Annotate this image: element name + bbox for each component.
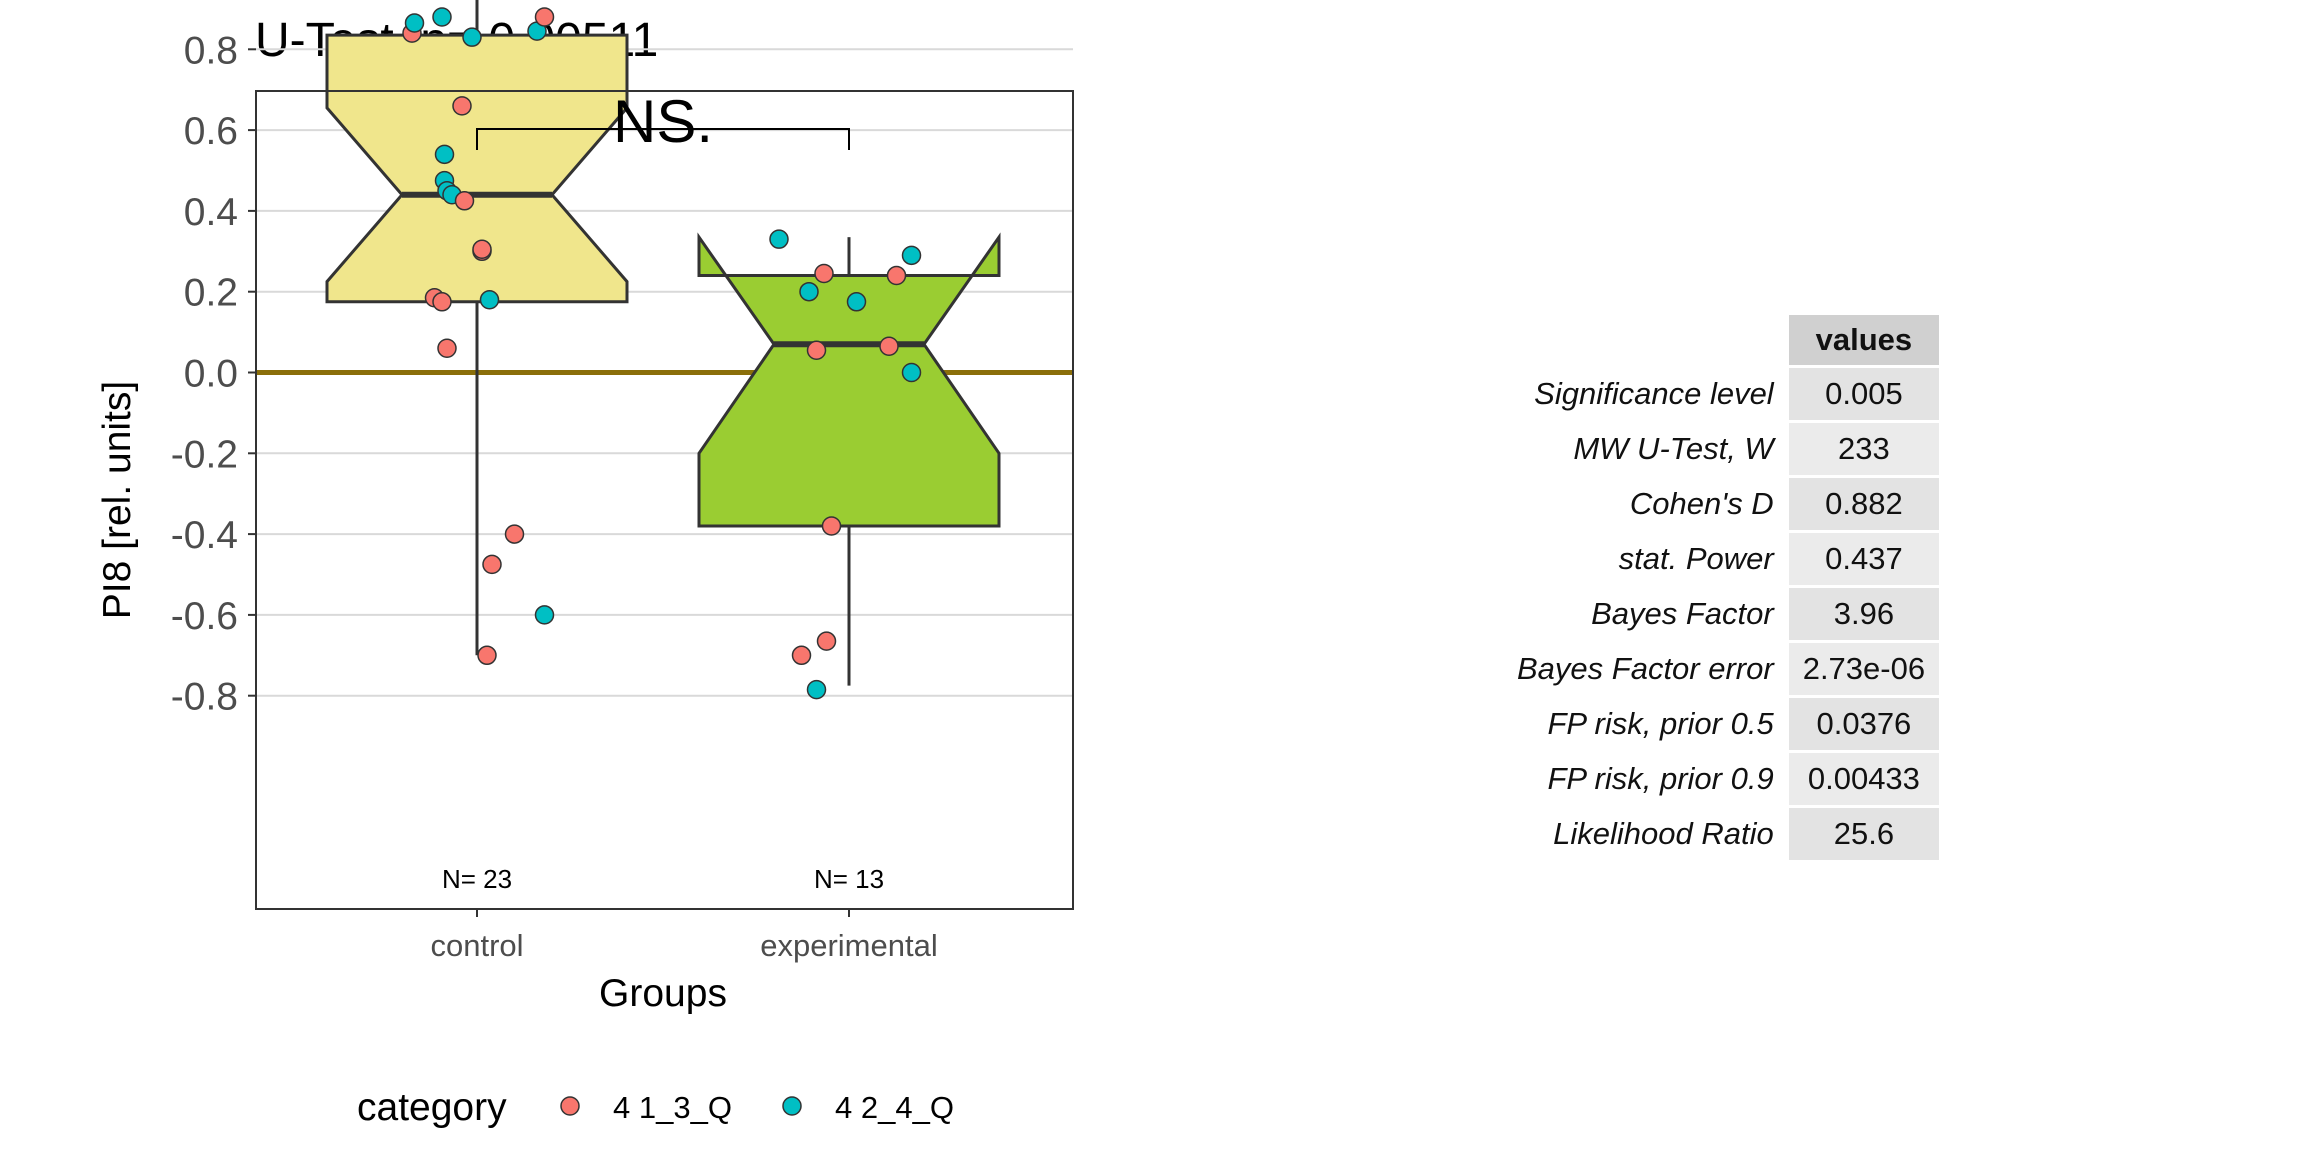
statistics-table: values Significance level 0.005 MW U-Test,… [1500, 312, 1942, 863]
notched-box [697, 232, 1001, 528]
stat-value: 233 [1788, 423, 1940, 475]
n-label: N= 23 [442, 864, 512, 894]
data-point [432, 292, 452, 312]
table-row: Bayes Factor 3.96 [1503, 588, 1940, 640]
data-points [402, 7, 922, 700]
y-tick-label: 0.0 [184, 353, 238, 396]
x-tick-label: control [430, 928, 523, 963]
y-axis-ticks: 1.00.80.60.40.20.0-0.2-0.4-0.6-0.8 [171, 29, 256, 719]
data-point [799, 281, 819, 302]
stat-value: 0.437 [1788, 533, 1940, 585]
y-tick-label: -0.4 [171, 514, 238, 557]
significance-label: NS. [613, 88, 713, 155]
data-point [791, 645, 812, 666]
data-point [477, 645, 497, 666]
y-tick-label: -0.2 [171, 433, 238, 476]
stat-value: 0.005 [1788, 368, 1940, 420]
table-header-values: values [1788, 315, 1940, 365]
table-row: Bayes Factor error 2.73e-06 [1503, 643, 1940, 695]
x-axis-label: Groups [599, 972, 727, 1015]
data-point [886, 265, 907, 286]
data-point [534, 605, 555, 625]
stat-label: Likelihood Ratio [1553, 816, 1774, 851]
stat-value: 0.882 [1788, 478, 1940, 530]
data-point [816, 631, 837, 651]
table-row: FP risk, prior 0.9 0.00433 [1503, 753, 1940, 805]
stat-label: Cohen's D [1629, 486, 1774, 521]
data-point [472, 239, 492, 260]
data-point [879, 336, 899, 356]
data-point [452, 96, 472, 116]
legend-title: category [357, 1086, 507, 1129]
notched-box [325, 33, 629, 304]
data-point [821, 516, 842, 536]
stat-label: Bayes Factor [1591, 596, 1774, 631]
data-point [437, 338, 457, 359]
table-row: FP risk, prior 0.5 0.0376 [1503, 698, 1940, 750]
data-point [434, 144, 455, 165]
stat-value: 2.73e-06 [1788, 643, 1940, 695]
data-point [479, 290, 500, 310]
significance-bracket [476, 128, 850, 150]
legend-key [782, 1096, 802, 1116]
y-tick-label: -0.6 [171, 595, 238, 638]
table-row: MW U-Test, W 233 [1503, 423, 1940, 475]
data-point [482, 554, 502, 575]
data-point [814, 263, 834, 284]
legend-label: 4 2_4_Q [835, 1090, 954, 1125]
data-point [806, 340, 827, 361]
table-row: Likelihood Ratio 25.6 [1503, 808, 1940, 860]
stat-value: 0.00433 [1788, 753, 1940, 805]
data-point [901, 245, 922, 266]
data-point [846, 292, 867, 312]
data-point [454, 191, 475, 211]
y-tick-label: 0.2 [184, 272, 238, 315]
table-row: Cohen's D 0.882 [1503, 478, 1940, 530]
stat-label: FP risk, prior 0.9 [1547, 761, 1774, 796]
stat-label: Significance level [1534, 376, 1774, 411]
table-row: stat. Power 0.437 [1503, 533, 1940, 585]
data-point [432, 7, 452, 27]
stat-label: MW U-Test, W [1573, 431, 1774, 466]
legend-key [560, 1096, 580, 1116]
y-tick-label: 0.4 [184, 191, 238, 234]
y-tick-label: -0.8 [171, 676, 238, 719]
plot-border [255, 90, 1074, 910]
legend-label: 4 1_3_Q [613, 1090, 732, 1125]
stat-label: FP risk, prior 0.5 [1547, 706, 1774, 741]
x-tick-label: experimental [760, 928, 937, 963]
stat-label: Bayes Factor error [1517, 651, 1774, 686]
data-point [534, 7, 555, 27]
y-tick-label: 0.8 [184, 29, 238, 72]
stat-value: 25.6 [1788, 808, 1940, 860]
data-point [504, 524, 525, 544]
data-point [901, 362, 922, 383]
boxes: N= 23 N= 13 [325, 0, 1001, 894]
data-point [769, 229, 789, 249]
stat-value: 0.0376 [1788, 698, 1940, 750]
data-point [462, 27, 482, 47]
legend: category 4 1_3_Q 4 2_4_Q [357, 1086, 954, 1129]
table-row: Significance level 0.005 [1503, 368, 1940, 420]
stat-label: stat. Power [1618, 541, 1774, 576]
n-label: N= 13 [814, 864, 884, 894]
table-header-blank [1503, 315, 1786, 365]
table-header-row: values [1503, 315, 1940, 365]
data-point [806, 679, 827, 700]
y-axis-label: PI8 [rel. units] [96, 381, 139, 619]
data-point [404, 13, 425, 33]
y-tick-label: 0.6 [184, 110, 238, 153]
stat-value: 3.96 [1788, 588, 1940, 640]
boxplot-chart: U-Test, p= 0.00511 1.00.80.60.40.20.0-0.… [96, 0, 1074, 1129]
x-axis-ticks: control experimental [430, 909, 938, 963]
